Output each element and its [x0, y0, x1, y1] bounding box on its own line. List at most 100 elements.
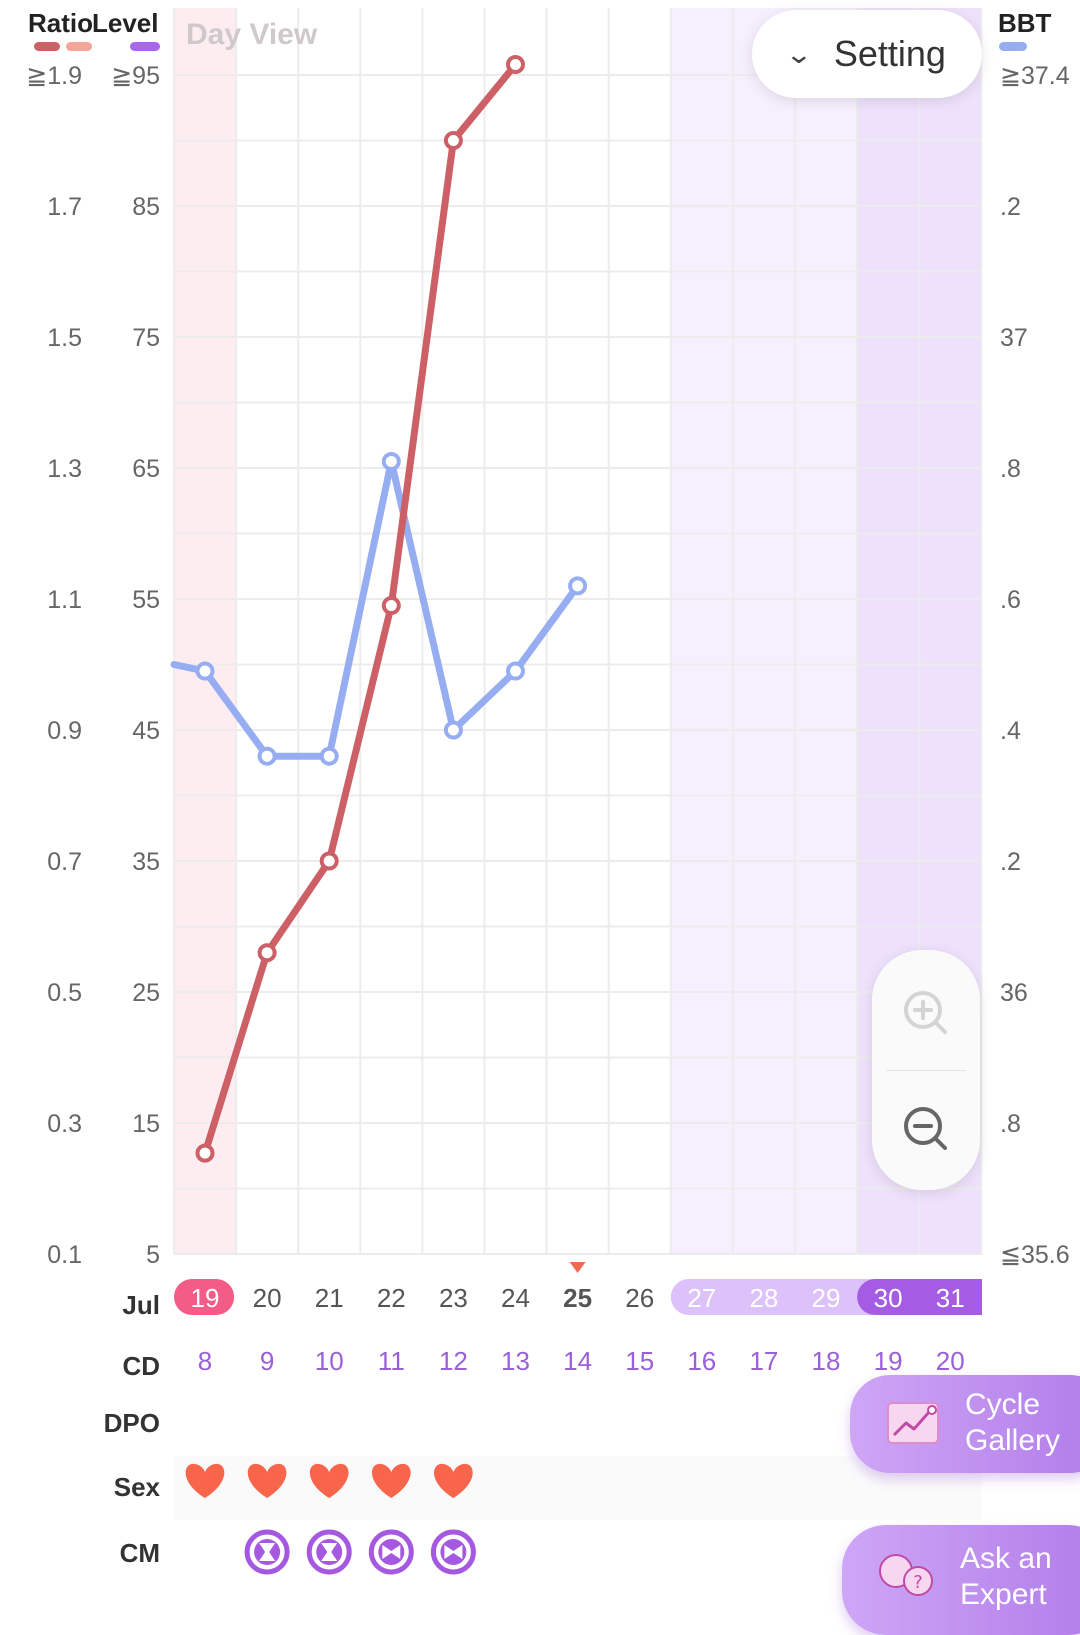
ratio-point[interactable]: [319, 851, 339, 871]
heart-icon[interactable]: [434, 1463, 473, 1498]
bbt-point[interactable]: [381, 451, 401, 471]
svg-text:?: ?: [913, 1572, 923, 1593]
ratio-tick-label: 1.5: [47, 324, 82, 352]
period-date-pill: [174, 1279, 235, 1315]
zone-band-fertile: [732, 8, 795, 1254]
bbt-tick-label: .8: [1000, 455, 1021, 483]
cd-cell: 19: [874, 1346, 903, 1376]
heart-icon[interactable]: [185, 1463, 225, 1498]
cm-watery-icon: [382, 1545, 401, 1559]
bbt-tick-label: .6: [1000, 586, 1021, 614]
heart-icon[interactable]: [309, 1463, 349, 1498]
ratio-point[interactable]: [506, 55, 525, 75]
chart-gallery-icon: [887, 1402, 939, 1444]
level-tick-label: 85: [132, 193, 160, 221]
ratio-tick-label: 0.5: [47, 979, 82, 1007]
ratio-point[interactable]: [381, 596, 401, 616]
zoom-divider: [886, 1070, 966, 1071]
cm-egg-white-icon: [259, 1543, 276, 1561]
date-cell[interactable]: 23: [439, 1283, 468, 1313]
bbt-point[interactable]: [568, 576, 588, 596]
bbt-swatch: [999, 42, 1027, 51]
date-cell[interactable]: 24: [501, 1283, 530, 1313]
bbt-tick-label: 36: [1000, 979, 1028, 1007]
heart-icon[interactable]: [247, 1463, 287, 1498]
date-cell[interactable]: 25: [563, 1283, 592, 1313]
cm-watery-icon: [444, 1545, 463, 1559]
ask-expert-line2: Expert: [960, 1578, 1047, 1611]
date-cell[interactable]: 27: [687, 1283, 716, 1313]
cd-cell: 18: [812, 1346, 841, 1376]
bbt-tick-label: ≧37.4: [1000, 62, 1070, 90]
date-cell[interactable]: 22: [377, 1283, 406, 1313]
ask-expert-button[interactable]: ? Ask an Expert: [842, 1525, 1080, 1635]
date-cell[interactable]: 20: [253, 1283, 282, 1313]
date-cell[interactable]: 30: [874, 1283, 903, 1313]
level-tick-label: 35: [132, 848, 160, 876]
ratio-tick-label: 1.1: [47, 586, 82, 614]
ratio-point[interactable]: [443, 131, 463, 150]
level-tick-label: 65: [132, 455, 160, 483]
bbt-tick-label: 37: [1000, 324, 1028, 352]
today-marker-icon: [569, 1262, 586, 1273]
cm-egg-white-icon: [321, 1543, 338, 1561]
date-cell[interactable]: 29: [812, 1283, 841, 1313]
cycle-gallery-button[interactable]: Cycle Gallery: [850, 1375, 1080, 1473]
cd-cell: 16: [687, 1346, 716, 1376]
expert-chat-icon: ?: [879, 1554, 933, 1596]
day-view-label: Day View: [186, 18, 318, 51]
bbt-line: [170, 457, 582, 760]
ratio-swatch-dark: [34, 42, 60, 51]
ratio-line: [201, 61, 519, 1157]
bbt-tick-label: .2: [1000, 848, 1021, 876]
ratio-point[interactable]: [257, 943, 277, 963]
level-tick-label: 25: [132, 979, 160, 1007]
cd-cell: 12: [439, 1346, 468, 1376]
bbt-point[interactable]: [257, 746, 277, 766]
cycle-gallery-line2: Gallery: [965, 1424, 1061, 1457]
bbt-point[interactable]: [195, 661, 215, 681]
zone-band-period: [174, 8, 237, 1254]
bbt-tick-label: .2: [1000, 193, 1021, 221]
setting-button[interactable]: ⌄ Setting: [752, 10, 982, 98]
chevron-down-icon: ⌄: [784, 38, 814, 69]
bbt-point[interactable]: [319, 746, 339, 766]
level-tick-label: 5: [146, 1241, 160, 1269]
heart-icon[interactable]: [371, 1463, 411, 1498]
ovulation-date-pill: [857, 1279, 982, 1315]
date-cell[interactable]: 26: [625, 1283, 654, 1313]
cm-row-label: CM: [119, 1538, 160, 1568]
cd-cell: 10: [315, 1346, 344, 1376]
bbt-legend-title: BBT: [998, 8, 1052, 38]
date-cell[interactable]: 19: [191, 1283, 220, 1313]
ratio-tick-label: ≧1.9: [26, 62, 82, 90]
cycle-gallery-line1: Cycle: [965, 1388, 1041, 1421]
cd-cell: 20: [936, 1346, 965, 1376]
ratio-point[interactable]: [195, 1143, 215, 1163]
ratio-swatch-light: [66, 42, 92, 51]
cd-cell: 15: [625, 1346, 654, 1376]
ratio-tick-label: 0.1: [47, 1241, 82, 1269]
bbt-tick-label: .8: [1000, 1110, 1021, 1138]
ask-expert-line1: Ask an: [960, 1542, 1052, 1575]
ratio-tick-label: 0.3: [47, 1110, 82, 1138]
bbt-point[interactable]: [443, 720, 463, 740]
level-tick-label: 55: [132, 586, 160, 614]
level-swatch: [130, 42, 160, 51]
fertile-date-pill: [670, 1279, 920, 1315]
level-tick-label: 15: [132, 1110, 160, 1138]
zoom-out-icon[interactable]: [901, 1104, 951, 1154]
bbt-point[interactable]: [506, 661, 525, 681]
date-cell[interactable]: 31: [936, 1283, 965, 1313]
bbt-tick-label: ≦35.6: [1000, 1241, 1070, 1269]
date-cell[interactable]: 21: [315, 1283, 344, 1313]
ratio-tick-label: 0.7: [47, 848, 82, 876]
cd-row-label: CD: [122, 1351, 160, 1381]
level-tick-label: 75: [132, 324, 160, 352]
dpo-row-label: DPO: [103, 1408, 160, 1438]
zone-band-fertile: [795, 8, 858, 1254]
sex-row-background: [174, 1456, 982, 1520]
ratio-tick-label: 0.9: [47, 717, 82, 745]
zoom-in-icon[interactable]: [901, 988, 951, 1038]
date-cell[interactable]: 28: [749, 1283, 778, 1313]
